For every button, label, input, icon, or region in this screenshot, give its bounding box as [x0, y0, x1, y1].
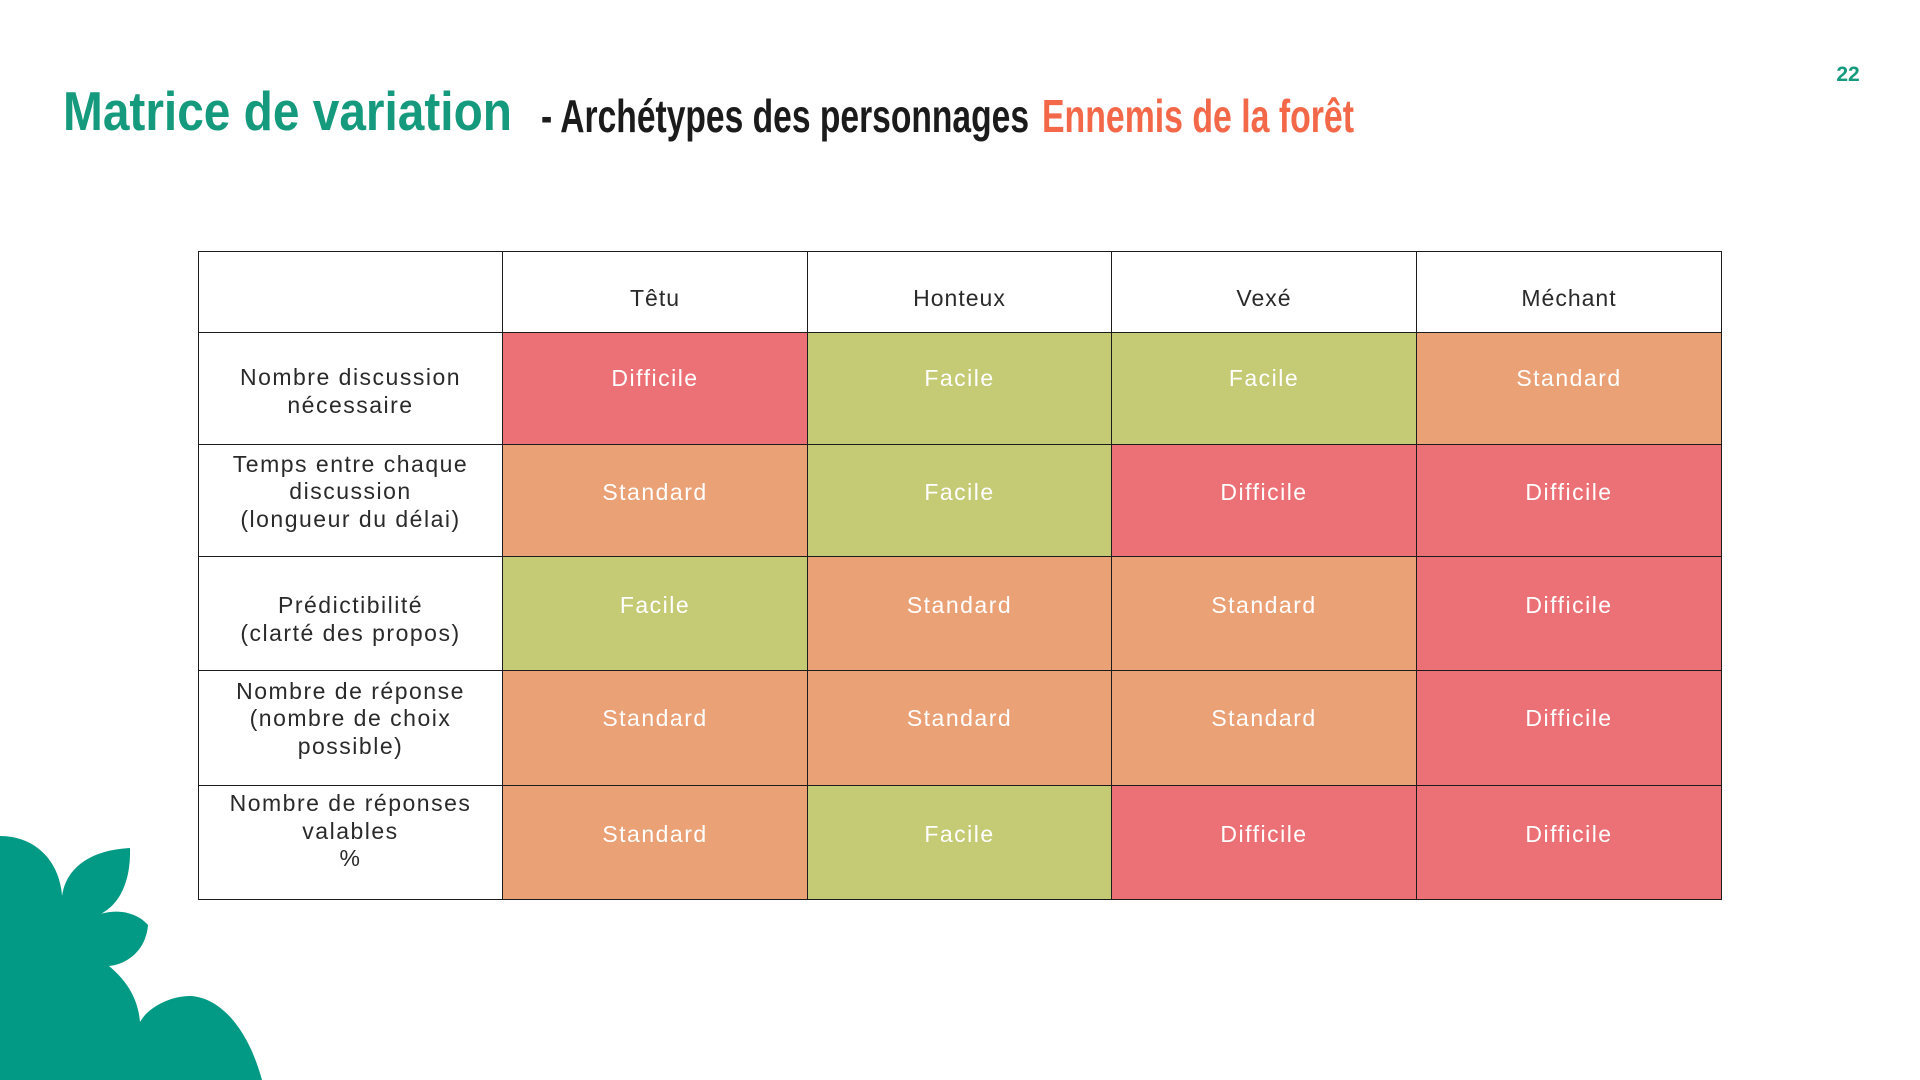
svg-text:Matrice de variation: Matrice de variation [63, 80, 512, 142]
svg-text:- Archétypes des personnages: - Archétypes des personnages [541, 90, 1029, 142]
svg-text:Ennemis de la forêt: Ennemis de la forêt [1042, 90, 1354, 142]
